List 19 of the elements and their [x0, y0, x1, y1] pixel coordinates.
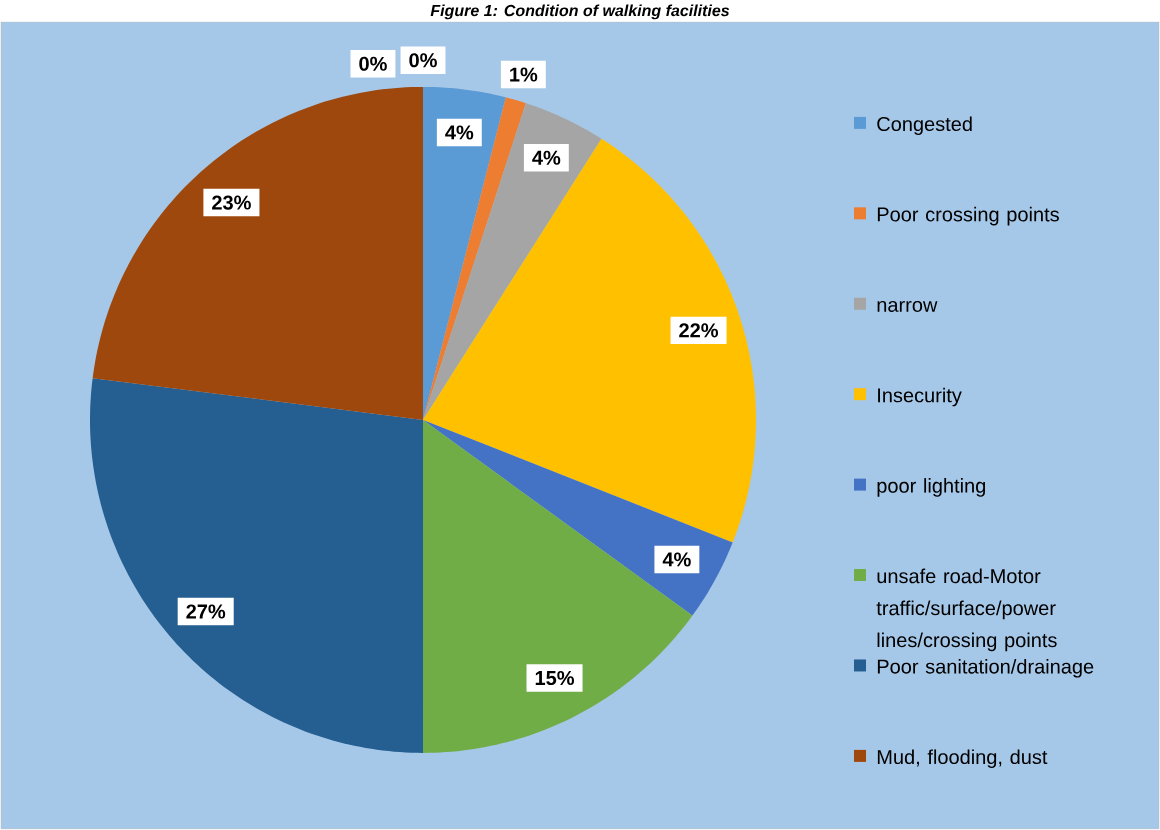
legend-label: poor lighting	[877, 478, 986, 497]
data-label: 22%	[679, 323, 719, 338]
legend-label: Congested	[877, 116, 972, 136]
data-label: 27%	[186, 604, 226, 619]
legend-label: narrow	[877, 301, 938, 312]
legend-label: Poor sanitation/drainage	[877, 659, 1094, 678]
data-label: 1%	[510, 67, 538, 82]
text: 0%	[409, 53, 437, 68]
data-label: 23%	[212, 195, 251, 210]
data-label: 15%	[535, 671, 575, 686]
legend-label: unsafe road-Motor traffic/surface/power lines/crossing points	[876, 568, 1057, 652]
data-label: 4%	[662, 552, 691, 567]
data-label: 4%	[532, 150, 561, 165]
data-label: 4%	[445, 125, 474, 140]
text: 0%	[359, 56, 387, 71]
legend-label: Insecurity	[878, 387, 962, 407]
legend-label: Poor crossing points	[877, 206, 1059, 226]
legend-label: Mud, flooding, dust	[877, 749, 1048, 769]
chart-title: Figure 1: Condition of walking facilities	[430, 4, 730, 20]
